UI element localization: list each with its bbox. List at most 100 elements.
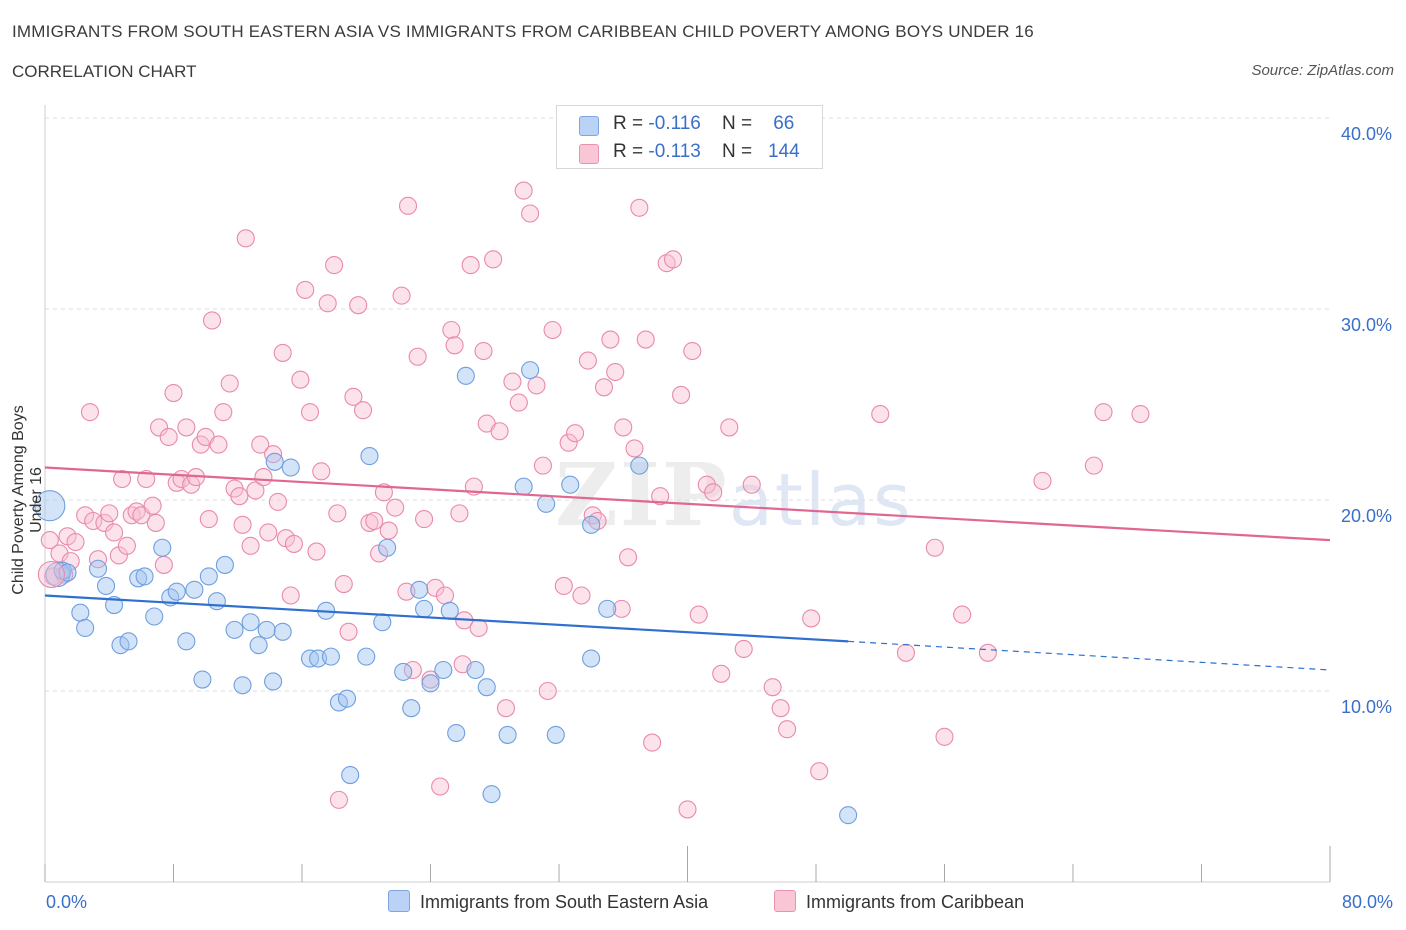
south-eastern-asia-point <box>477 678 496 697</box>
south-eastern-asia-point <box>177 632 196 651</box>
caribbean-point <box>533 456 552 475</box>
south-eastern-asia-point <box>76 618 95 638</box>
caribbean-point <box>771 699 790 718</box>
south-eastern-asia-point <box>360 447 379 466</box>
south-eastern-asia-point <box>71 603 90 622</box>
caribbean-point <box>254 468 273 487</box>
caribbean-point <box>246 481 265 500</box>
caribbean-point <box>672 385 691 405</box>
south-eastern-asia-point <box>839 806 858 825</box>
south-eastern-asia-point <box>153 538 172 557</box>
caribbean-point <box>442 320 461 340</box>
caribbean-point <box>214 403 233 422</box>
south-eastern-asia-point <box>373 613 392 632</box>
caribbean-point <box>689 605 708 624</box>
south-eastern-asia-point <box>34 490 66 522</box>
bottom-legend-south-eastern-asia: Immigrants from South Eastern Asia <box>388 890 708 913</box>
caribbean-point <box>554 576 573 596</box>
caribbean-point <box>37 560 65 589</box>
caribbean-point <box>896 643 916 662</box>
south-eastern-asia-point <box>440 601 459 620</box>
caribbean-point <box>612 599 631 618</box>
caribbean-point <box>149 418 169 437</box>
south-eastern-asia-point <box>199 567 218 586</box>
south-eastern-asia-point <box>598 599 617 618</box>
chart-title: IMMIGRANTS FROM SOUTH EASTERN ASIA VS IM… <box>12 22 1034 41</box>
caribbean-point <box>273 343 292 362</box>
caribbean-point <box>307 542 326 561</box>
caribbean-point <box>241 536 260 555</box>
x-tick-label: 80.0% <box>1342 892 1393 912</box>
south-eastern-asia-point <box>514 477 533 496</box>
y-tick-label: 40.0% <box>1341 124 1392 144</box>
south-eastern-asia-point <box>378 538 397 557</box>
caribbean-point <box>344 387 363 406</box>
caribbean-point <box>43 567 63 586</box>
south-eastern-asia-point <box>207 592 226 611</box>
caribbean-point <box>778 720 797 739</box>
south-eastern-asia-point <box>561 475 580 494</box>
x-tick-label: 0.0% <box>46 892 87 912</box>
caribbean-point <box>325 256 344 275</box>
legend-n-label: N = <box>721 113 753 134</box>
caribbean-point <box>291 370 310 389</box>
caribbean-point <box>1084 456 1103 475</box>
caribbean-point <box>704 483 723 502</box>
south-eastern-asia-point <box>257 620 276 639</box>
caribbean-point <box>978 643 997 662</box>
south-eastern-asia-point <box>233 676 252 695</box>
caribbean-point <box>334 574 353 594</box>
caribbean-point <box>697 475 716 494</box>
caribbean-point <box>435 586 455 605</box>
caribbean-point <box>514 181 533 200</box>
caribbean-point <box>802 609 821 628</box>
caribbean-point <box>415 510 434 529</box>
caribbean-point <box>220 374 239 393</box>
caribbean-point <box>636 330 655 349</box>
caribbean-point <box>236 229 255 248</box>
caribbean-point <box>392 286 411 305</box>
caribbean-point <box>264 445 283 464</box>
south-eastern-asia-point <box>96 576 116 596</box>
caribbean-point <box>601 330 620 349</box>
caribbean-point <box>594 378 614 397</box>
caribbean-point <box>1033 471 1052 490</box>
caribbean-point <box>421 670 440 689</box>
south-eastern-asia-trend-line <box>44 594 849 643</box>
caribbean-point <box>95 513 114 532</box>
south-eastern-asia-point <box>215 555 234 574</box>
caribbean-point <box>268 492 287 511</box>
south-eastern-asia-point <box>537 494 556 513</box>
caribbean-point <box>281 586 300 605</box>
legend-r-label: R = <box>613 113 644 134</box>
legend: R = -0.116 N = 66 R = -0.113 N = 144 <box>556 105 823 169</box>
caribbean-point <box>543 320 562 340</box>
caribbean-point <box>100 504 119 523</box>
legend-r-value: -0.116 <box>648 113 701 134</box>
caribbean-point <box>339 622 358 641</box>
caribbean-point <box>678 800 697 819</box>
caribbean-point <box>300 403 320 422</box>
caribbean-point <box>606 362 625 382</box>
south-eastern-asia-point <box>341 765 360 785</box>
south-eastern-asia-point <box>129 569 148 588</box>
caribbean-point <box>651 487 670 506</box>
y-axis-label: Child Poverty Among Boys Under 16 <box>10 405 45 595</box>
legend-text-1: R = -0.116 N = 66 <box>613 113 794 135</box>
caribbean-point <box>328 504 347 523</box>
south-eastern-asia-point <box>394 662 413 681</box>
caribbean-point <box>374 483 393 502</box>
caribbean-point <box>683 341 702 361</box>
south-eastern-asia-point <box>546 725 565 744</box>
caribbean-point <box>583 506 602 525</box>
caribbean-point <box>312 462 331 481</box>
caribbean-point <box>318 294 337 313</box>
caribbean-point <box>199 510 218 529</box>
caribbean-point <box>159 427 178 447</box>
caribbean-point <box>538 681 557 701</box>
caribbean-point <box>365 511 384 531</box>
caribbean-point <box>712 664 731 683</box>
caribbean-point <box>251 435 270 454</box>
caribbean-point <box>559 433 578 452</box>
